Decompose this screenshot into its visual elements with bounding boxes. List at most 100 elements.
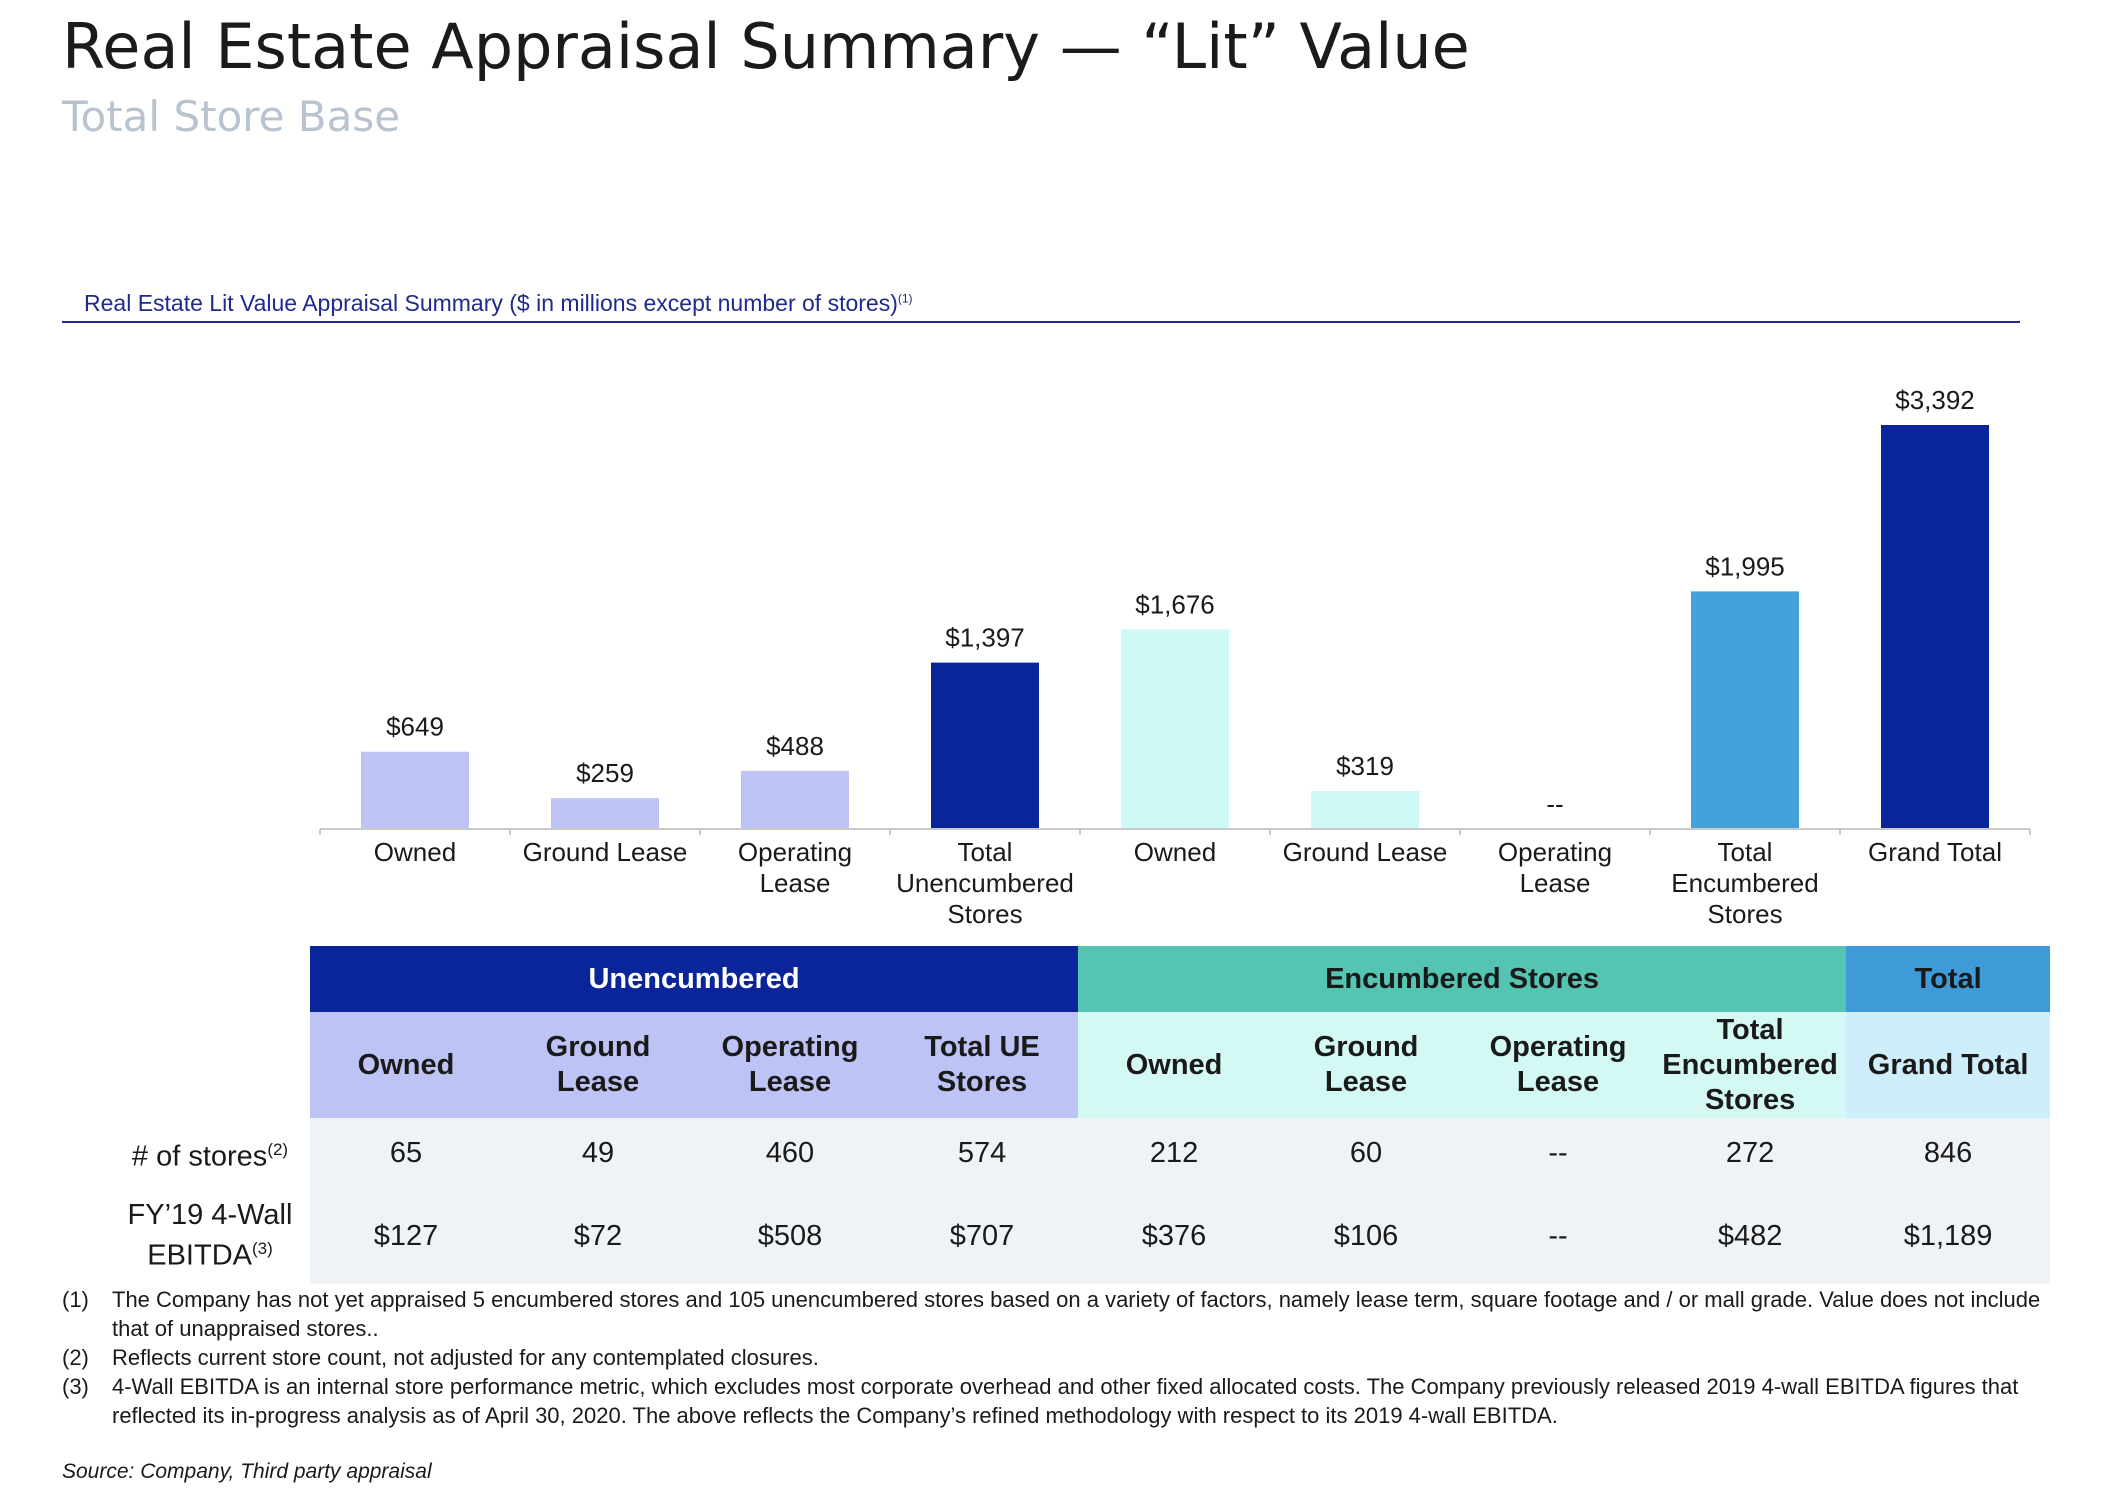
table-cell: 60 bbox=[1270, 1118, 1463, 1188]
column-header: Ground Lease bbox=[502, 1012, 694, 1118]
chart-caption: Real Estate Lit Value Appraisal Summary … bbox=[84, 290, 913, 317]
bar bbox=[1311, 791, 1419, 829]
column-header: Owned bbox=[1078, 1012, 1271, 1118]
column-header-line: Operating bbox=[721, 1031, 859, 1063]
column-header: Grand Total bbox=[1846, 1012, 2051, 1118]
bar-value-label: $1,397 bbox=[945, 623, 1025, 653]
column-header: Total Encumbered Stores bbox=[1654, 1012, 1847, 1118]
category-label: Total Encumbered Stores bbox=[1671, 837, 1818, 929]
category-label: Owned bbox=[1134, 837, 1216, 867]
bar bbox=[931, 662, 1039, 829]
column-header: Ground Lease bbox=[1270, 1012, 1463, 1118]
table-cell: $376 bbox=[1078, 1188, 1271, 1284]
footnote-text: Reflects current store count, not adjust… bbox=[112, 1345, 819, 1370]
footnote-number: (1) bbox=[62, 1287, 89, 1312]
chart-caption-text: Real Estate Lit Value Appraisal Summary … bbox=[84, 290, 898, 316]
column-header-line: Lease bbox=[1516, 1066, 1600, 1098]
footnote-number: (3) bbox=[62, 1374, 89, 1399]
row-label-note: (2) bbox=[267, 1139, 289, 1159]
bar-value-label: $1,676 bbox=[1135, 589, 1215, 619]
bar bbox=[741, 770, 849, 829]
table-cell: 846 bbox=[1846, 1118, 2051, 1188]
group-unencumbered: Unencumbered bbox=[310, 946, 1079, 1012]
table-group-header-row: Unencumbered Encumbered Stores Total bbox=[110, 946, 2051, 1012]
footnotes: (1) The Company has not yet appraised 5 e… bbox=[62, 1285, 2082, 1430]
page-title: Real Estate Appraisal Summary — “Lit” Va… bbox=[62, 10, 1470, 83]
column-header: Total UE Stores bbox=[886, 1012, 1079, 1118]
chart-caption-note: (1) bbox=[897, 291, 913, 306]
row-label-line: EBITDA bbox=[147, 1239, 252, 1272]
bar bbox=[1121, 629, 1229, 829]
bar-value-label: $488 bbox=[766, 731, 824, 761]
row-label-line: FY’19 4-Wall bbox=[127, 1199, 293, 1232]
table-cell: 49 bbox=[502, 1118, 694, 1188]
bar-chart: $649 Owned $259 Ground Lease $488 Operating Le… bbox=[319, 385, 2031, 929]
column-header-line: Operating bbox=[1489, 1031, 1627, 1063]
row-label: FY’19 4-Wall EBITDA(3) bbox=[110, 1188, 310, 1284]
category-label: Ground Lease bbox=[523, 837, 688, 867]
footnote-text: 4-Wall EBITDA is an internal store perfo… bbox=[112, 1374, 2019, 1428]
column-header-line: Grand Total bbox=[1867, 1048, 2029, 1081]
bar-value-label: -- bbox=[1546, 789, 1563, 819]
table-cell: -- bbox=[1462, 1188, 1655, 1284]
column-header-line: Ground bbox=[1313, 1031, 1419, 1063]
table-cell: 65 bbox=[310, 1118, 502, 1188]
column-header: Operating Lease bbox=[694, 1012, 886, 1118]
table-corner bbox=[110, 946, 310, 1012]
category-label: Grand Total bbox=[1868, 837, 2002, 867]
group-total: Total bbox=[1846, 946, 2051, 1012]
bar-value-label: $1,995 bbox=[1705, 551, 1785, 581]
category-label: Owned bbox=[374, 837, 456, 867]
column-header-line: Lease bbox=[748, 1066, 832, 1098]
table-cell: 212 bbox=[1078, 1118, 1271, 1188]
bar bbox=[551, 798, 659, 829]
table-subheader-row: Owned Ground Lease Operating Lease Total UE St… bbox=[110, 1012, 2051, 1118]
column-header-line: Ground bbox=[545, 1031, 651, 1063]
table-cell: $508 bbox=[694, 1188, 886, 1284]
table-cell: $707 bbox=[886, 1188, 1079, 1284]
group-encumbered: Encumbered Stores bbox=[1078, 946, 1847, 1012]
source-note: Source: Company, Third party appraisal bbox=[62, 1460, 432, 1483]
table-cell: $127 bbox=[310, 1188, 502, 1284]
footnote: (2) Reflects current store count, not adj… bbox=[62, 1343, 2082, 1372]
column-header-line: Stores bbox=[936, 1066, 1028, 1098]
category-label: Operating Lease bbox=[1498, 837, 1612, 898]
bar bbox=[361, 751, 469, 829]
table-cell: 460 bbox=[694, 1118, 886, 1188]
footnote-number: (2) bbox=[62, 1345, 89, 1370]
table-cell: $106 bbox=[1270, 1188, 1463, 1284]
column-header-line: Encumbered bbox=[1662, 1048, 1838, 1081]
column-header-line: Total bbox=[1716, 1013, 1784, 1046]
table-cell: 574 bbox=[886, 1118, 1079, 1188]
category-label: Operating Lease bbox=[738, 837, 852, 898]
table-row: # of stores(2) 65 49 460 574 212 60 -- 272 846 bbox=[110, 1118, 2051, 1188]
category-label: Ground Lease bbox=[1283, 837, 1448, 867]
footnote: (1) The Company has not yet appraised 5 e… bbox=[62, 1285, 2082, 1343]
table-row: FY’19 4-Wall EBITDA(3) $127 $72 $508 $707 $376… bbox=[110, 1188, 2051, 1284]
column-header: Operating Lease bbox=[1462, 1012, 1655, 1118]
column-header: Owned bbox=[310, 1012, 502, 1118]
table-corner-sub bbox=[110, 1012, 310, 1118]
table-cell: $1,189 bbox=[1846, 1188, 2051, 1284]
bar-value-label: $3,392 bbox=[1895, 385, 1975, 415]
category-label: Total Unencumbered Stores bbox=[896, 837, 1074, 929]
table-cell: -- bbox=[1462, 1118, 1655, 1188]
column-header-line: Stores bbox=[1704, 1083, 1796, 1116]
bar-value-label: $649 bbox=[386, 712, 444, 742]
row-label-line: # of stores bbox=[131, 1140, 268, 1173]
column-header-line: Total UE bbox=[924, 1031, 1040, 1063]
bar bbox=[1691, 591, 1799, 829]
row-label: # of stores(2) bbox=[110, 1118, 310, 1188]
column-header-line: Lease bbox=[556, 1066, 640, 1098]
table-cell: $482 bbox=[1654, 1188, 1847, 1284]
summary-table: Unencumbered Encumbered Stores Total Own… bbox=[110, 946, 2051, 1284]
table-cell: 272 bbox=[1654, 1118, 1847, 1188]
footnote: (3) 4-Wall EBITDA is an internal store pe… bbox=[62, 1372, 2082, 1430]
table-cell: $72 bbox=[502, 1188, 694, 1284]
bar-value-label: $259 bbox=[576, 758, 634, 788]
caption-divider bbox=[62, 321, 2020, 323]
bar-value-label: $319 bbox=[1336, 751, 1394, 781]
row-label-note: (3) bbox=[251, 1239, 273, 1259]
footnote-text: The Company has not yet appraised 5 encu… bbox=[112, 1287, 2041, 1341]
column-header-line: Owned bbox=[357, 1048, 455, 1081]
